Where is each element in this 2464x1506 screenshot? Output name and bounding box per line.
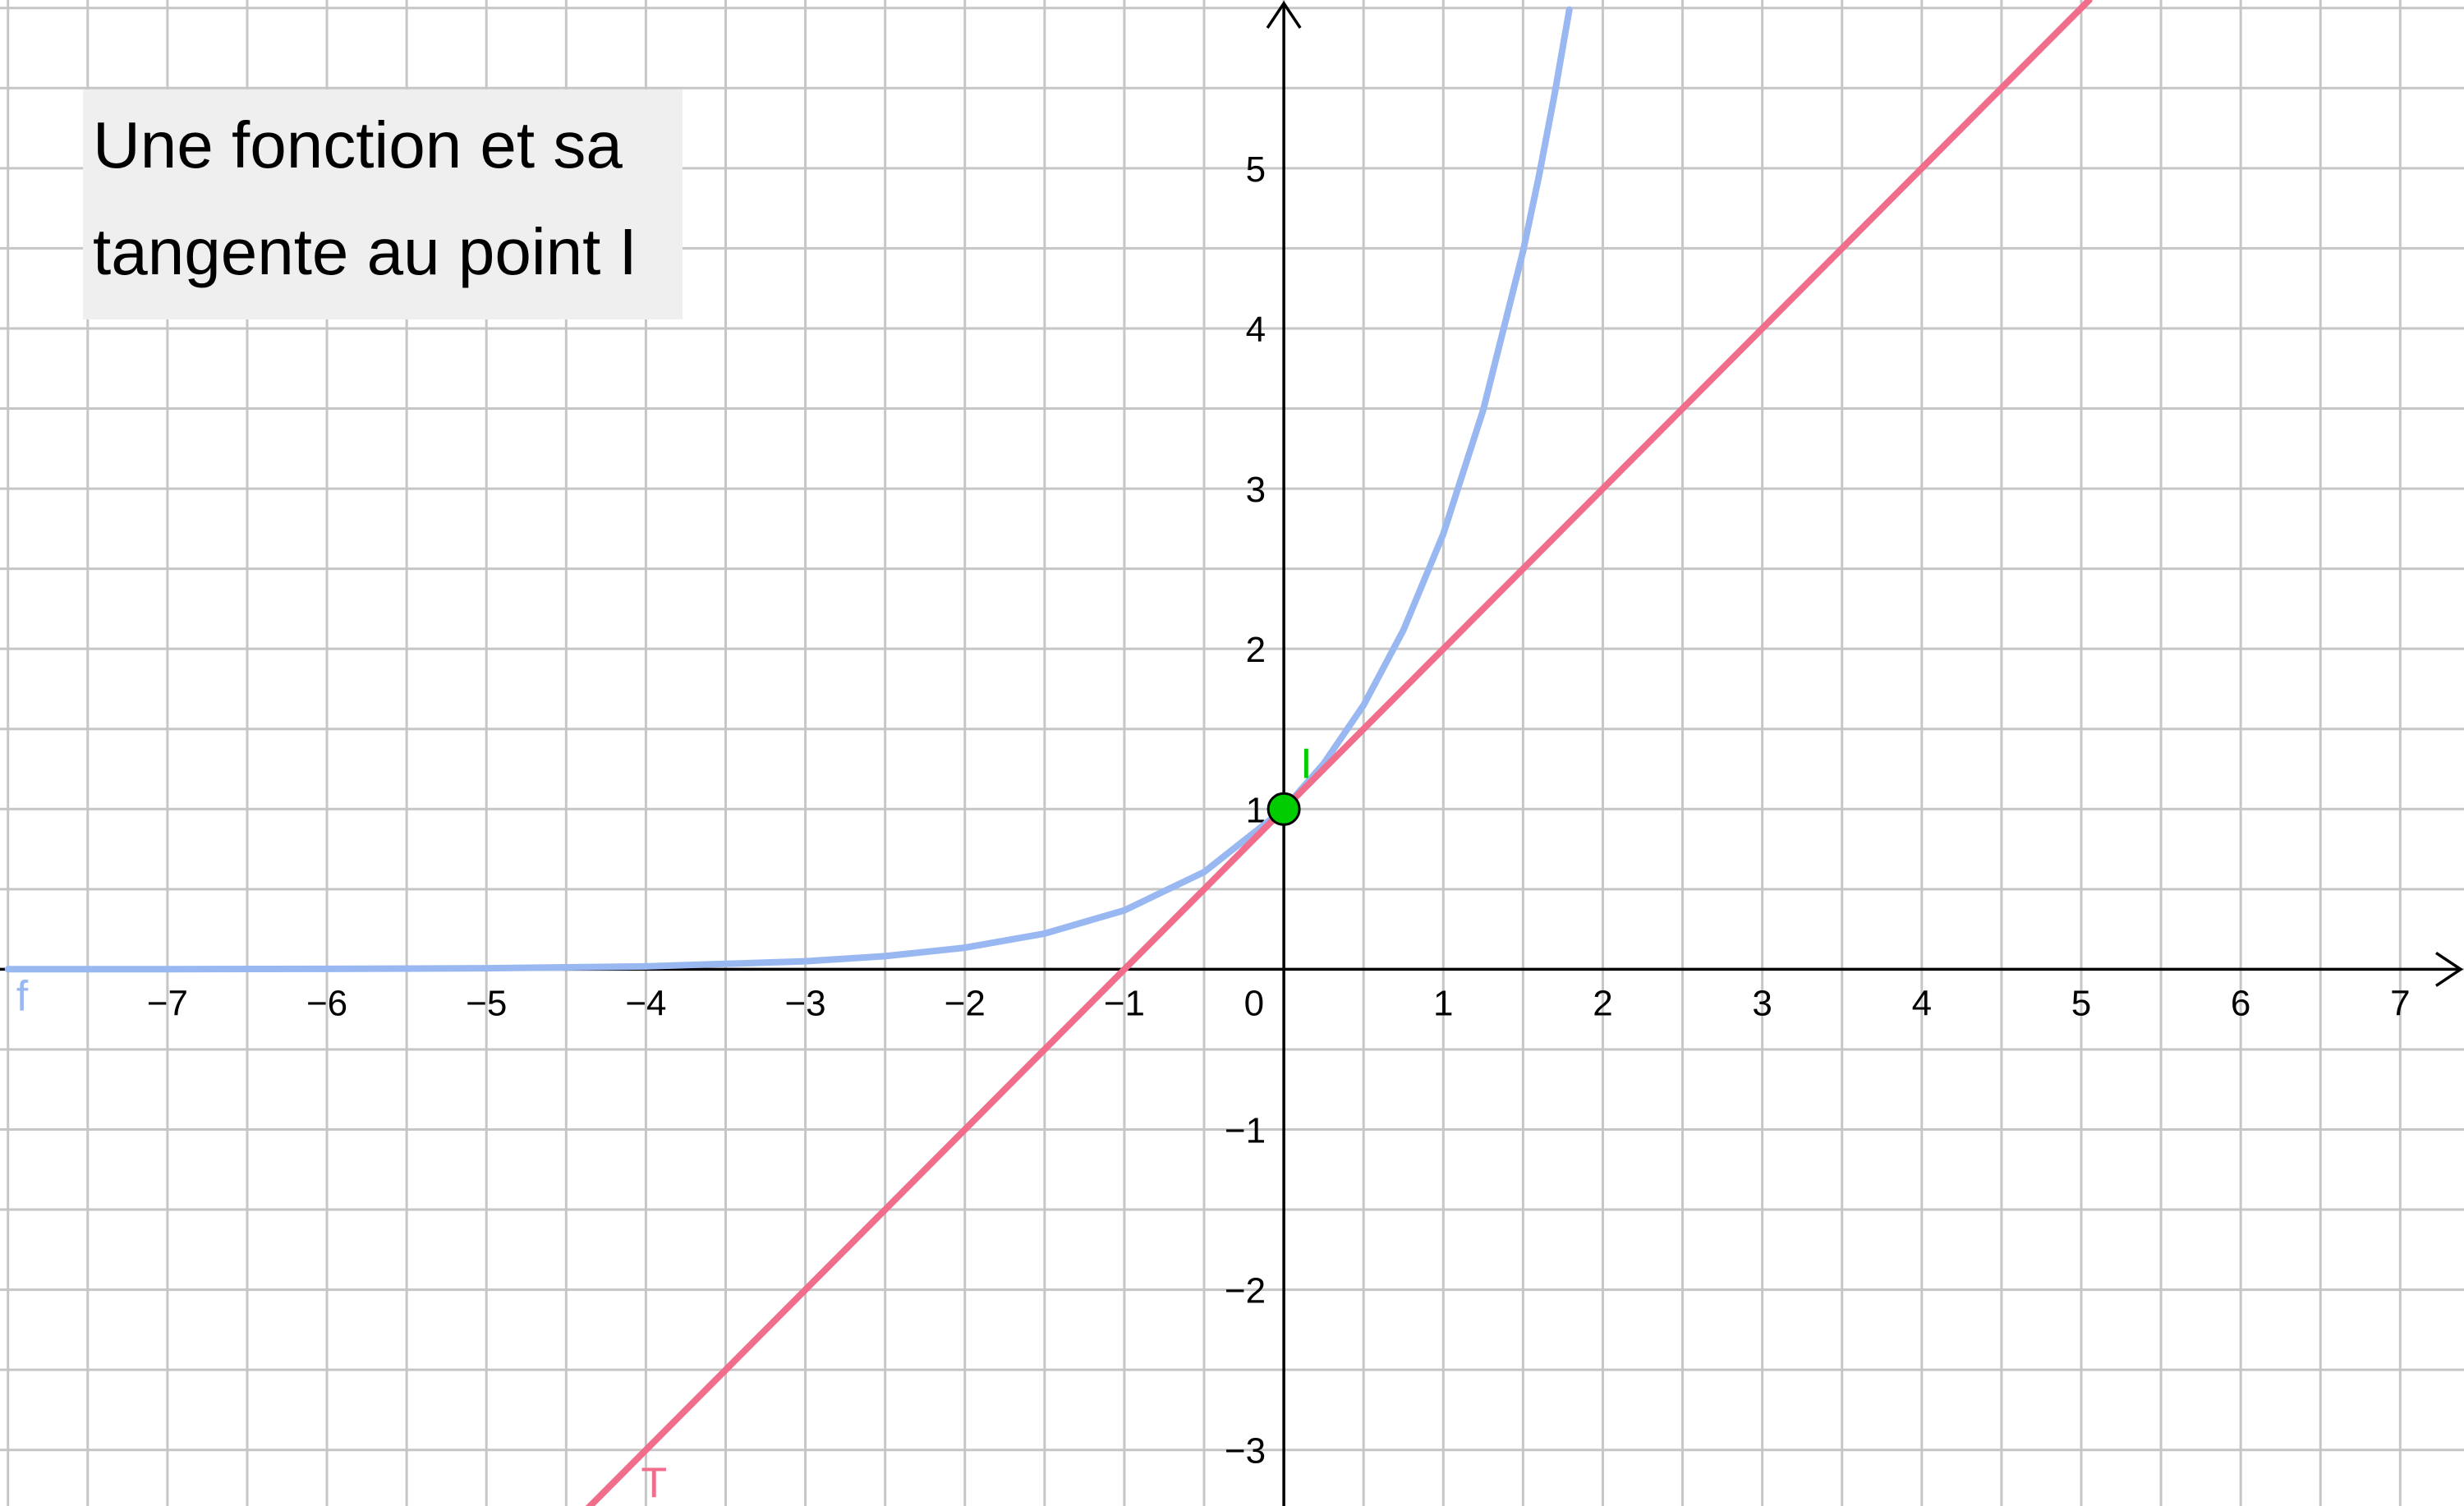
series-T-line	[585, 0, 2093, 1506]
chart-title-line-2: tangente au point I	[93, 215, 637, 288]
series-f-line	[4, 6, 1573, 973]
x-tick-label: −5	[466, 983, 507, 1023]
y-tick-label: −3	[1225, 1431, 1266, 1472]
point-I-label: I	[1300, 740, 1312, 787]
x-tick-label: −2	[945, 983, 986, 1023]
chart-title-box: Une fonction et sa tangente au point I	[83, 90, 683, 319]
x-axis-arrow	[2435, 951, 2464, 987]
x-tick-label: −1	[1104, 983, 1145, 1023]
y-tick-label: −1	[1225, 1111, 1266, 1151]
series-layer: fT	[4, 0, 2093, 1506]
x-tick-label: −7	[147, 983, 188, 1023]
x-tick-label: −4	[625, 983, 666, 1023]
chart-title-line-1: Une fonction et sa	[93, 108, 623, 181]
series-f-label: f	[16, 972, 29, 1020]
x-tick-label: 6	[2231, 983, 2250, 1023]
series-T-label: T	[641, 1460, 667, 1506]
y-tick-label: 3	[1246, 470, 1266, 510]
x-tick-label: −6	[306, 983, 347, 1023]
x-tick-label: 4	[1912, 983, 1932, 1023]
point-I	[1266, 792, 1301, 826]
y-tick-label: 2	[1246, 630, 1266, 670]
y-tick-label: 5	[1246, 149, 1266, 190]
x-tick-label: 7	[2390, 983, 2410, 1023]
x-tick-label: 2	[1593, 983, 1612, 1023]
points-layer: I	[1266, 740, 1312, 826]
y-tick-label: −2	[1225, 1271, 1266, 1311]
y-tick-label: 4	[1246, 310, 1266, 350]
x-tick-label: 3	[1752, 983, 1772, 1023]
x-tick-label: 5	[2071, 983, 2091, 1023]
x-tick-label: −3	[784, 983, 825, 1023]
origin-label: 0	[1244, 983, 1264, 1023]
x-tick-label: 1	[1433, 983, 1453, 1023]
y-axis-arrow	[1266, 0, 1302, 29]
